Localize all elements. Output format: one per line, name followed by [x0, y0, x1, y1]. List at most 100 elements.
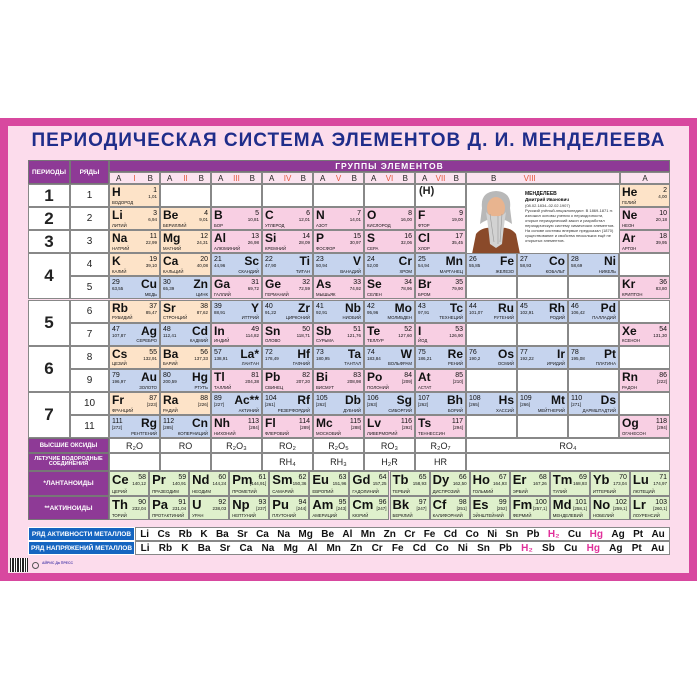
element-symbol: Zr — [298, 300, 310, 315]
element-name: ГЕРМАНИЙ — [265, 292, 289, 298]
element-name: ФОСФОР — [316, 245, 336, 251]
period-label: 2 — [28, 207, 70, 231]
element-symbol: Pu — [272, 497, 289, 512]
empty-cell — [568, 368, 619, 392]
empty-cell — [466, 276, 517, 300]
metal-symbol: Fe — [391, 542, 404, 554]
metal-symbol: Pt — [631, 542, 642, 554]
element-name: ЦИНК — [196, 292, 208, 298]
element-symbol: Nd — [192, 472, 210, 487]
atomic-mass: [285] — [163, 425, 174, 430]
element-cell-Tl: Tl 81 204,38 ТАЛЛИЙ — [211, 368, 262, 392]
actinides-label: **АКТИНОИДЫ — [28, 496, 109, 520]
element-name: РЕЗЕРФОРДИЙ — [277, 407, 310, 413]
subgroup-a: A — [371, 173, 377, 183]
element-cell-In: In 49 114,82 ИНДИЙ — [211, 322, 262, 346]
atomic-mass: [294] — [452, 425, 463, 430]
period-label: 1 — [28, 184, 70, 208]
atomic-number: 68 — [538, 474, 547, 481]
atomic-mass: [244] — [296, 506, 307, 511]
element-cell-Li: Li 3 6,94 ЛИТИЙ — [109, 207, 160, 231]
atomic-mass: [227] — [214, 401, 225, 407]
element-name: МЕНДЕЛЕВИЙ — [552, 512, 583, 518]
element-symbol: Si — [265, 231, 277, 246]
empty-cell — [517, 415, 568, 439]
atomic-mass: 192,22 — [520, 355, 534, 361]
element-symbol: Rf — [297, 392, 310, 407]
atomic-mass: 144,24 — [212, 481, 227, 486]
metal-symbol: Cu — [564, 542, 578, 554]
row-label: 11 — [70, 415, 109, 439]
element-name: КИСЛОРОД — [367, 222, 391, 228]
atomic-number: 2 — [663, 187, 667, 194]
element-name: ДИСПРОЗИЙ — [432, 488, 460, 494]
element-symbol: Er — [512, 472, 527, 487]
element-name: ЗОЛОТО — [139, 384, 157, 390]
element-symbol: Xe — [622, 323, 637, 338]
metal-symbol: Cd — [412, 542, 427, 554]
group-numeral: IV — [283, 173, 292, 183]
metal-symbol: Ca — [256, 528, 269, 540]
atomic-number: 48 — [163, 325, 171, 333]
element-name: КРЕМНИЙ — [265, 245, 287, 251]
element-name: КАЛИФОРНИЙ — [432, 512, 463, 518]
element-symbol: U — [192, 497, 202, 512]
element-symbol: Sn — [265, 323, 281, 338]
empty-cell — [517, 368, 568, 392]
element-symbol: Pr — [152, 472, 166, 487]
atomic-mass: 195,08 — [571, 355, 585, 361]
element-symbol: No — [592, 497, 611, 512]
atomic-number: 117 — [451, 418, 463, 425]
atomic-mass: 87,62 — [196, 309, 208, 315]
element-name: НЕПТУНИЙ — [232, 512, 256, 518]
mendeleev-given-name: Дмитрий Иванович — [525, 197, 569, 203]
atomic-mass: 183,84 — [367, 355, 381, 361]
hydride-formula — [466, 453, 670, 471]
atomic-mass: [259,1] — [613, 506, 627, 511]
element-name: ОГАНЕСОН — [622, 430, 646, 436]
atomic-number: 10 — [659, 210, 667, 218]
empty-cell — [466, 415, 517, 439]
element-cell-Lr: Lr 103 [260,1] ЛОУРЕНСИЙ — [629, 496, 670, 520]
group-numeral: VIII — [523, 173, 536, 183]
element-symbol: N — [316, 208, 325, 223]
element-name: ВАНАДИЙ — [340, 269, 361, 275]
element-symbol: Bk — [392, 497, 410, 512]
atomic-number: 25 — [418, 256, 426, 264]
element-cell-Ni: Ni 28 58,69 НИКЕЛЬ — [568, 253, 619, 277]
element-symbol: Ir — [556, 346, 565, 361]
element-symbol: Rn — [622, 369, 638, 384]
element-cell-Rh: Rh 45 102,91 РОДИЙ — [517, 299, 568, 323]
element-symbol: Ta — [347, 346, 361, 361]
atomic-mass: 140,12 — [132, 481, 147, 486]
metal-symbol: Rb — [178, 528, 192, 540]
subheader-group-2: A II B — [160, 172, 211, 184]
hydrogen-group-vii: (H) — [415, 184, 466, 207]
atomic-number: 62 — [298, 474, 307, 481]
element-cell-Pr: Pr 59 140,91 ПРАЗЕОДИМ — [149, 471, 190, 496]
period-label: 5 — [28, 299, 70, 346]
element-symbol: Sb — [316, 323, 332, 338]
element-symbol: Y — [250, 300, 259, 315]
oxide-formula: RO₄ — [466, 438, 670, 453]
metal-symbol: Fe — [423, 528, 436, 540]
element-cell-Xe: Xe 54 131,30 КСЕНОН — [619, 322, 670, 346]
element-name: РЕНИЙ — [447, 361, 463, 367]
atomic-number: 113 — [247, 418, 259, 425]
element-cell-Kr: Kr 36 83,80 КРИПТОН — [619, 276, 670, 300]
atomic-number: 16 — [404, 233, 412, 241]
metal-symbol: Cu — [567, 528, 582, 540]
element-name: МАГНИЙ — [163, 245, 182, 251]
element-cell-Ts: Ts 117 [294] ТЕННЕССИН — [415, 415, 466, 439]
atomic-mass: 52,00 — [367, 263, 379, 269]
metal-symbol: Mg — [283, 542, 299, 554]
element-symbol: Bi — [316, 369, 328, 384]
metal-symbol: Hg — [589, 528, 603, 540]
element-cell-Be: Be 4 9,01 БЕРИЛЛИЙ — [160, 207, 211, 231]
atomic-mass: [243] — [336, 506, 347, 511]
element-symbol: B — [214, 208, 223, 223]
atomic-mass: 74,92 — [349, 286, 361, 292]
element-name: РАДИЙ — [163, 407, 178, 413]
element-name: УРАН — [192, 512, 204, 518]
atomic-number: 91 — [178, 499, 187, 506]
